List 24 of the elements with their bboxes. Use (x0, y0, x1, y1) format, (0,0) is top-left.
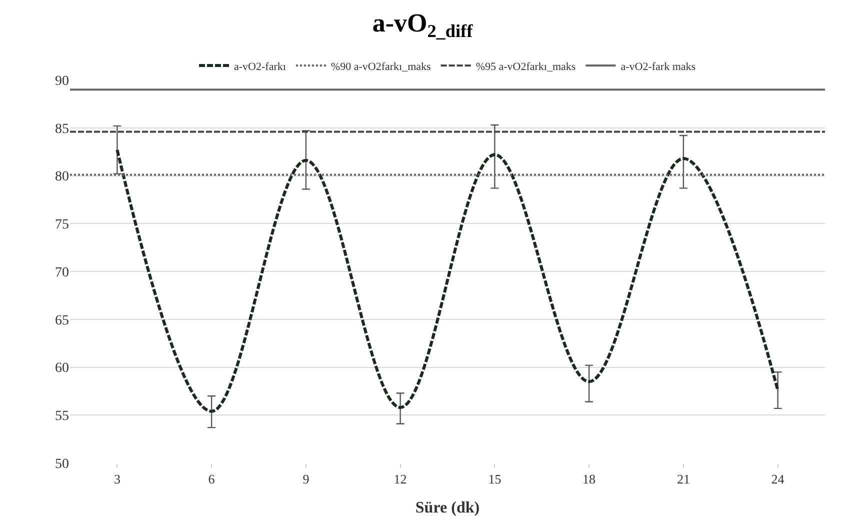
y-tick-label: 50 (55, 456, 69, 472)
legend-label: a-vO2-fark maks (620, 60, 696, 73)
x-tick-label: 9 (302, 472, 310, 487)
x-tick-label: 18 (582, 472, 596, 487)
y-tick-label: 55 (55, 409, 69, 424)
y-tick-label: 60 (55, 361, 69, 376)
legend-label: %90 a-vO2farkı_maks (330, 60, 431, 73)
y-tick-label: 80 (55, 170, 69, 185)
x-axis-title: Süre (dk) (415, 499, 480, 516)
x-tick-label: 24 (771, 472, 785, 487)
line-series (116, 148, 780, 413)
y-tick-label: 75 (55, 218, 69, 233)
x-tick-label: 6 (208, 472, 216, 487)
y-tick-label: 65 (55, 313, 69, 328)
chart-title: a-vO$_{2_diff}$ (372, 8, 474, 41)
legend-label: %95 a-vO2farkı_maks (476, 60, 576, 73)
y-tick-label: 90 (55, 74, 69, 89)
x-tick-label: 12 (394, 472, 407, 487)
y-tick-label: 70 (55, 265, 69, 280)
x-tick-label: 3 (114, 472, 120, 487)
legend-label: a-vO2-farkı (234, 60, 286, 73)
y-tick-label: 85 (55, 122, 69, 137)
x-tick-label: 15 (488, 472, 502, 487)
x-tick-label: 21 (676, 472, 690, 487)
